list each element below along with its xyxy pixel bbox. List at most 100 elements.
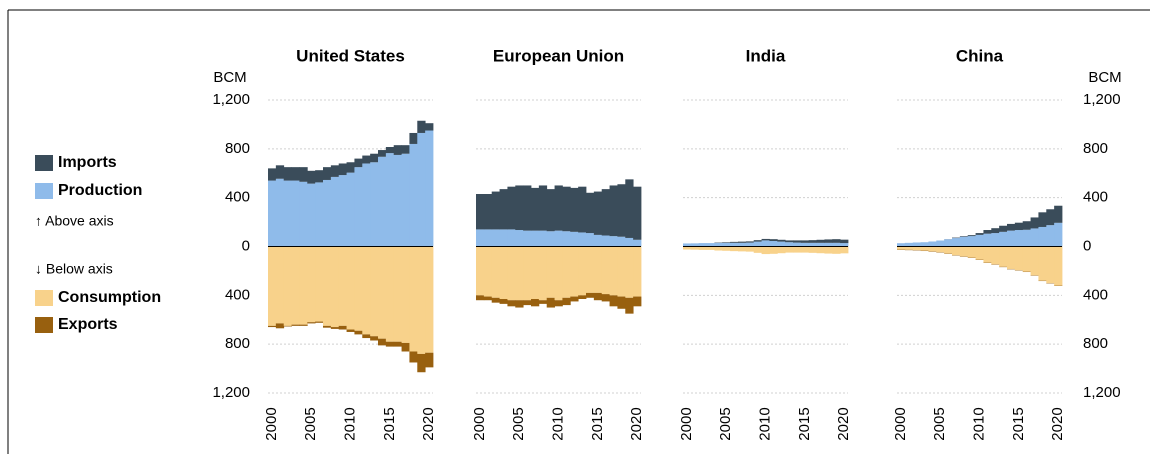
area-segment — [753, 246, 762, 253]
area-segment — [625, 246, 634, 298]
area-segment — [706, 243, 715, 247]
area-segment — [722, 242, 731, 243]
area-segment — [690, 246, 700, 250]
area-segment — [483, 296, 493, 301]
area-segment — [338, 325, 347, 330]
area-segment — [999, 246, 1008, 267]
area-segment — [476, 246, 485, 296]
area-segment — [952, 238, 961, 247]
area-segment — [1030, 228, 1039, 247]
area-segment — [315, 246, 324, 322]
y-tick-label-right: 800 — [1083, 335, 1108, 352]
area-segment — [323, 167, 332, 180]
area-segment — [1014, 246, 1024, 271]
area-segment — [1007, 246, 1016, 269]
area-segment — [769, 239, 778, 242]
y-tick-label-right: 800 — [1083, 140, 1108, 157]
area-segment — [370, 336, 379, 341]
area-segment — [808, 240, 817, 243]
area-segment — [586, 246, 595, 293]
area-segment — [633, 239, 642, 247]
area-segment — [983, 233, 992, 247]
area-segment — [991, 228, 1000, 234]
area-segment — [983, 246, 992, 263]
area-segment — [793, 240, 802, 243]
x-tick-label: 2020 — [628, 407, 645, 440]
area-segment — [507, 300, 516, 307]
area-segment — [785, 242, 794, 247]
area-segment — [330, 165, 340, 177]
area-segment — [800, 242, 810, 247]
area-segment — [832, 246, 841, 254]
area-segment — [1038, 226, 1047, 247]
area-segment — [722, 242, 731, 247]
y-tick-label: 400 — [225, 189, 250, 206]
area-segment — [531, 230, 540, 247]
area-segment — [601, 235, 610, 247]
area-segment — [769, 246, 778, 254]
area-segment — [808, 242, 817, 247]
area-segment — [897, 246, 906, 250]
area-segment — [586, 233, 595, 247]
area-segment — [609, 185, 618, 237]
area-segment — [268, 246, 277, 326]
area-segment — [323, 325, 332, 328]
area-segment — [307, 246, 316, 323]
area-segment — [816, 246, 825, 254]
area-segment — [515, 246, 524, 301]
legend-label: Production — [58, 182, 142, 199]
area-segment — [967, 236, 976, 247]
area-segment — [299, 167, 308, 182]
x-tick-label: 2020 — [420, 407, 437, 440]
area-segment — [912, 246, 921, 251]
area-segment — [722, 246, 731, 251]
area-segment — [362, 334, 371, 339]
area-segment — [393, 154, 402, 247]
area-segment — [944, 246, 953, 254]
panel-title: United States — [296, 46, 405, 65]
area-segment — [393, 145, 402, 155]
area-segment — [824, 239, 833, 243]
area-segment — [777, 239, 786, 242]
area-segment — [617, 296, 626, 309]
area-segment — [793, 246, 802, 253]
area-segment — [268, 168, 277, 181]
area-segment — [777, 241, 786, 247]
area-segment — [362, 155, 371, 164]
y-tick-label: 1,200 — [212, 384, 250, 401]
area-segment — [578, 186, 587, 233]
area-segment — [617, 246, 626, 297]
area-segment — [738, 242, 747, 247]
area-segment — [546, 189, 555, 232]
area-segment — [570, 246, 579, 297]
area-segment — [761, 246, 770, 255]
panel-title: China — [956, 46, 1004, 65]
y-tick-label-right: 1,200 — [1083, 91, 1121, 108]
area-segment — [785, 246, 794, 253]
area-segment — [346, 172, 355, 247]
area-segment — [920, 242, 929, 247]
area-segment — [959, 236, 969, 237]
area-segment — [378, 246, 387, 339]
area-segment — [1007, 230, 1016, 247]
area-segment — [523, 230, 532, 247]
area-segment — [1046, 246, 1055, 284]
legend-swatch — [35, 155, 53, 171]
area-segment — [936, 246, 945, 253]
x-tick-label: 2020 — [835, 407, 852, 440]
area-segment — [983, 230, 992, 234]
area-segment — [491, 246, 500, 298]
area-segment — [401, 342, 410, 352]
area-segment — [578, 295, 587, 299]
area-segment — [761, 238, 770, 241]
area-segment — [753, 240, 762, 242]
area-segment — [393, 341, 402, 347]
annotation: ↓ Below axis — [35, 261, 113, 277]
area-segment — [307, 322, 316, 324]
area-segment — [975, 246, 984, 260]
area-segment — [476, 194, 485, 230]
area-segment — [920, 246, 929, 251]
area-segment — [777, 246, 786, 254]
area-segment — [299, 324, 308, 326]
area-segment — [409, 351, 418, 363]
